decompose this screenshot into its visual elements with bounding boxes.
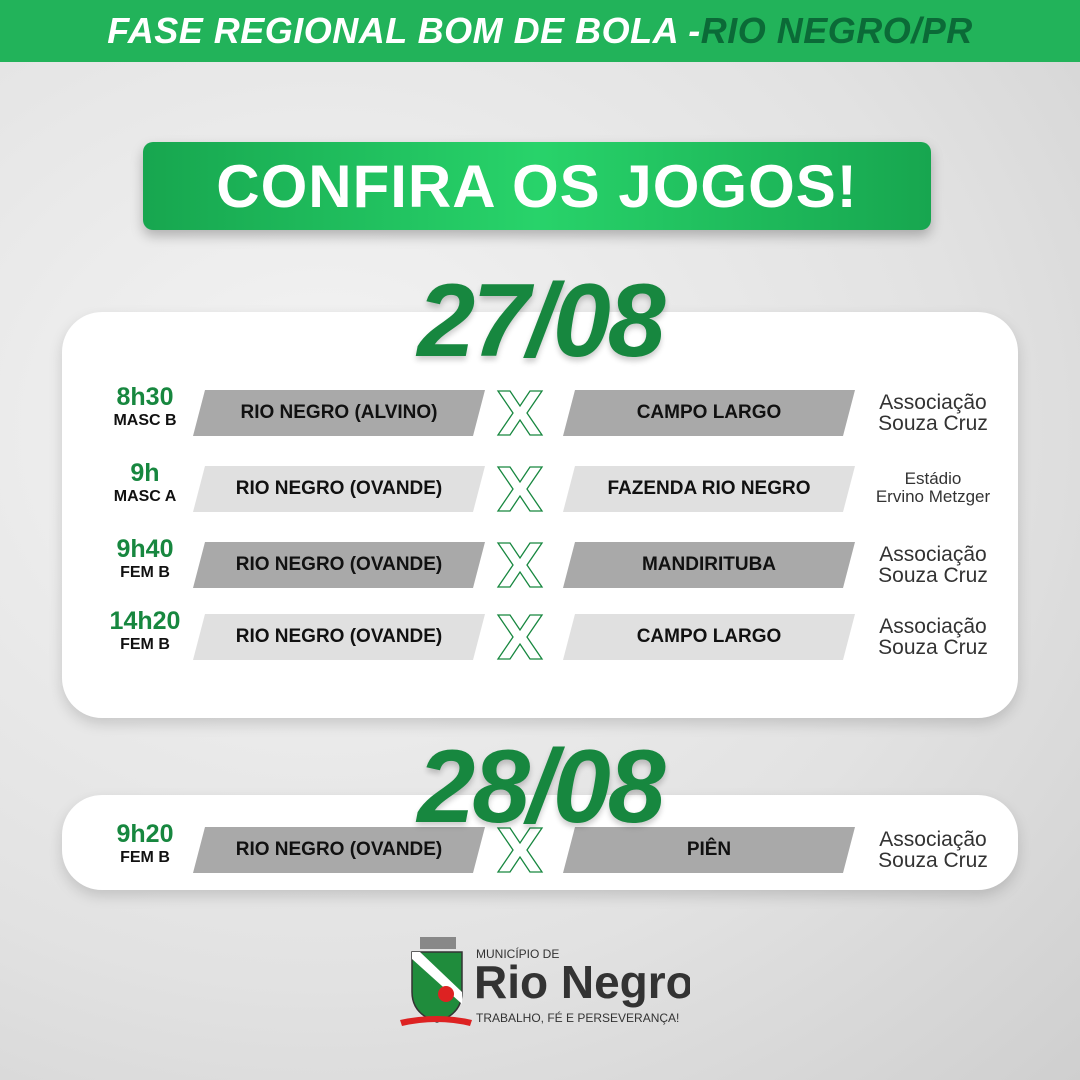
venue-line: Associação [879,391,987,414]
home-team: RIO NEGRO (OVANDE) [193,466,485,512]
versus-x-icon [496,542,544,588]
date-heading-1: 27/08 [417,263,665,379]
game-row: 9h20 FEM B RIO NEGRO (OVANDE) PIÊN Associ… [62,821,1018,875]
away-team: CAMPO LARGO [563,390,855,436]
home-team: RIO NEGRO (OVANDE) [193,614,485,660]
event-location: RIO NEGRO/PR [700,10,973,51]
game-time: 8h30 MASC B [92,384,198,431]
svg-text:TRABALHO, FÉ E PERSEVERANÇA!: TRABALHO, FÉ E PERSEVERANÇA! [476,1010,679,1025]
versus-x-icon [496,466,544,512]
game-row: 9h40 FEM B RIO NEGRO (OVANDE) MANDIRITUBA… [62,536,1018,590]
venue-line: Associação [879,615,987,638]
game-time: 9h20 FEM B [92,821,198,868]
home-team: RIO NEGRO (OVANDE) [193,827,485,873]
versus-x-icon [496,614,544,660]
time-label: 9h20 [116,820,174,848]
away-team: PIÊN [563,827,855,873]
venue-line: Souza Cruz [878,849,988,872]
venue: Associação Souza Cruz [858,829,1008,871]
game-row: 14h20 FEM B RIO NEGRO (OVANDE) CAMPO LARG… [62,608,1018,662]
away-team: CAMPO LARGO [563,614,855,660]
venue-line: Ervino Metzger [875,487,991,506]
top-banner: FASE REGIONAL BOM DE BOLA - RIO NEGRO/PR [0,0,1080,62]
time-label: 8h30 [116,383,174,411]
home-team: RIO NEGRO (OVANDE) [193,542,485,588]
event-title: FASE REGIONAL BOM DE BOLA - [107,10,701,51]
venue-line: Associação [879,828,987,851]
venue: Associação Souza Cruz [858,544,1008,586]
category-label: MASC B [113,412,177,429]
game-row: 8h30 MASC B RIO NEGRO (ALVINO) CAMPO LARG… [62,384,1018,438]
venue-line: Souza Cruz [878,412,988,435]
venue-line: Estádio [904,469,962,488]
versus-x-icon [496,827,544,873]
time-label: 14h20 [109,607,181,635]
away-team: FAZENDA RIO NEGRO [563,466,855,512]
category-label: FEM B [120,564,170,581]
venue-line: Souza Cruz [878,564,988,587]
venue: Associação Souza Cruz [858,392,1008,434]
game-time: 9h40 FEM B [92,536,198,583]
venue: Associação Souza Cruz [858,616,1008,658]
game-time: 14h20 FEM B [92,608,198,655]
time-label: 9h40 [116,535,174,563]
home-team: RIO NEGRO (ALVINO) [193,390,485,436]
versus-x-icon [496,390,544,436]
game-row: 9h MASC A RIO NEGRO (OVANDE) FAZENDA RIO … [62,460,1018,514]
venue-line: Souza Cruz [878,636,988,659]
away-team: MANDIRITUBA [563,542,855,588]
coat-of-arms-icon [400,937,472,1026]
time-label: 9h [130,459,160,487]
svg-text:Rio Negro: Rio Negro [474,956,690,1008]
game-time: 9h MASC A [92,460,198,507]
category-label: FEM B [120,636,170,653]
category-label: FEM B [120,849,170,866]
date-heading-2: 28/08 [417,729,665,845]
venue-line: Associação [879,543,987,566]
venue: Estádio Ervino Metzger [858,470,1008,506]
rio-negro-logo: MUNICÍPIO DE Rio Negro TRABALHO, FÉ E PE… [400,937,690,1026]
svg-text:MUNICÍPIO DE: MUNICÍPIO DE [476,946,559,961]
category-label: MASC A [113,488,177,505]
confira-banner: CONFIRA OS JOGOS! [143,142,931,230]
